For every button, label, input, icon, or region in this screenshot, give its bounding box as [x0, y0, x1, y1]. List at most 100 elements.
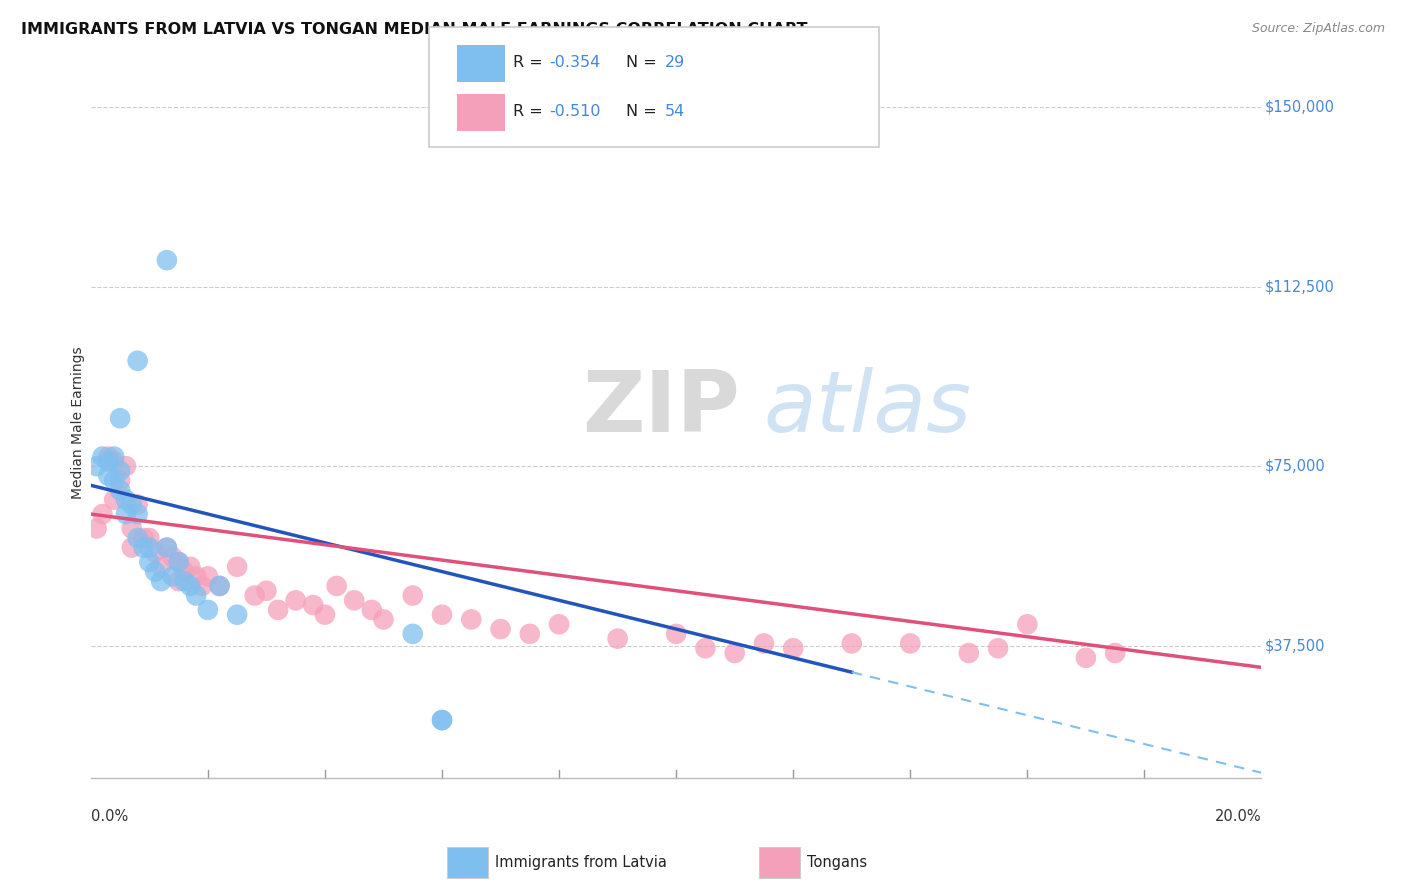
Point [97, 454, 120, 468]
Point [695, 641, 717, 656]
Point [103, 492, 125, 507]
Text: 54: 54 [665, 104, 685, 119]
Text: $112,500: $112,500 [1265, 279, 1334, 294]
Point [156, 541, 179, 555]
Point [360, 603, 382, 617]
Point [138, 531, 160, 545]
Text: -0.510: -0.510 [550, 104, 602, 119]
Point [103, 450, 125, 464]
Point [752, 636, 775, 650]
Point [402, 627, 425, 641]
Point [156, 253, 179, 268]
Point [1104, 646, 1126, 660]
Point [314, 607, 336, 622]
Point [957, 646, 980, 660]
Point [150, 559, 173, 574]
Point [173, 565, 195, 579]
Point [115, 459, 138, 474]
Point [127, 531, 149, 545]
Point [91, 450, 114, 464]
Point [430, 713, 453, 727]
Text: Tongans: Tongans [807, 855, 868, 870]
Point [208, 579, 231, 593]
Point [108, 483, 131, 497]
Point [179, 579, 201, 593]
Point [665, 627, 688, 641]
Point [430, 713, 453, 727]
Point [173, 574, 195, 589]
Point [430, 607, 453, 622]
Point [197, 569, 219, 583]
Point [325, 579, 347, 593]
Point [138, 555, 160, 569]
Point [138, 541, 160, 555]
Point [606, 632, 628, 646]
Point [127, 353, 149, 368]
Text: $75,000: $75,000 [1265, 458, 1326, 474]
Point [460, 612, 482, 626]
Point [86, 521, 108, 535]
Text: -0.354: -0.354 [550, 55, 600, 70]
Point [121, 498, 143, 512]
Text: 20.0%: 20.0% [1215, 809, 1261, 824]
Point [97, 450, 120, 464]
Point [402, 589, 425, 603]
Point [143, 565, 166, 579]
Point [167, 555, 190, 569]
Point [121, 541, 143, 555]
Point [115, 492, 138, 507]
Point [284, 593, 307, 607]
Point [121, 521, 143, 535]
Point [267, 603, 290, 617]
Point [782, 641, 804, 656]
Point [254, 583, 277, 598]
Point [191, 579, 214, 593]
Point [898, 636, 921, 650]
Y-axis label: Median Male Earnings: Median Male Earnings [72, 347, 86, 500]
Point [226, 559, 249, 574]
Point [156, 541, 179, 555]
Text: Source: ZipAtlas.com: Source: ZipAtlas.com [1251, 22, 1385, 36]
Point [226, 607, 249, 622]
Point [108, 474, 131, 488]
Point [132, 531, 155, 545]
Text: $37,500: $37,500 [1265, 639, 1326, 653]
Point [373, 612, 395, 626]
Point [208, 579, 231, 593]
Point [343, 593, 366, 607]
Text: 0.0%: 0.0% [91, 809, 128, 824]
Point [127, 498, 149, 512]
Point [86, 459, 108, 474]
Point [243, 589, 266, 603]
Point [987, 641, 1010, 656]
Text: R =: R = [513, 104, 548, 119]
Point [143, 545, 166, 559]
Point [115, 507, 138, 521]
Text: N =: N = [626, 55, 662, 70]
Point [103, 454, 125, 468]
Point [127, 507, 149, 521]
Point [302, 598, 325, 612]
Point [179, 559, 201, 574]
Text: N =: N = [626, 104, 662, 119]
Text: R =: R = [513, 55, 548, 70]
Point [186, 569, 208, 583]
Point [167, 574, 190, 589]
Point [162, 569, 184, 583]
Text: atlas: atlas [763, 368, 972, 450]
Point [519, 627, 541, 641]
Point [489, 622, 512, 636]
Point [548, 617, 571, 632]
Text: ZIP: ZIP [582, 368, 740, 450]
Point [1017, 617, 1039, 632]
Point [150, 574, 173, 589]
Point [1074, 650, 1097, 665]
Point [167, 555, 190, 569]
Point [132, 541, 155, 555]
Text: 29: 29 [665, 55, 685, 70]
Point [724, 646, 747, 660]
Point [108, 411, 131, 425]
Text: $150,000: $150,000 [1265, 99, 1336, 114]
Text: Immigrants from Latvia: Immigrants from Latvia [495, 855, 666, 870]
Point [108, 464, 131, 478]
